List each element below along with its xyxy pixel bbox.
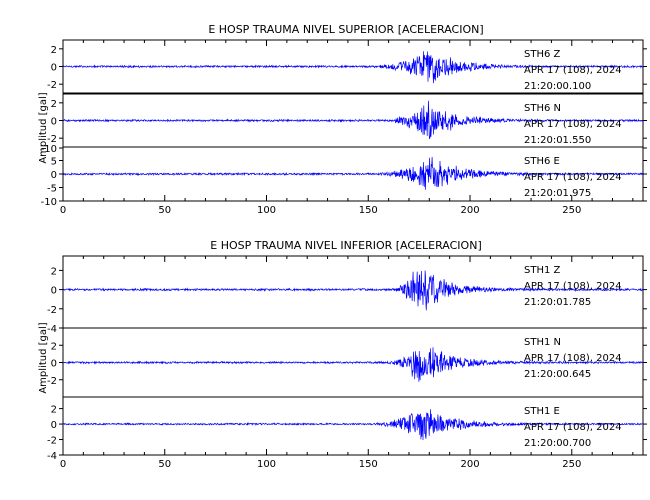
- y-tick-label: -2: [47, 80, 57, 91]
- time-label: 21:20:01.550: [524, 135, 591, 146]
- trace-frame: [62, 396, 644, 456]
- station-component-label: STH6 N: [524, 103, 561, 114]
- y-tick-label: 5: [51, 157, 57, 168]
- time-label: 21:20:00.645: [524, 369, 591, 380]
- y-tick-label: 0: [51, 420, 57, 431]
- x-tick-label: 200: [460, 459, 479, 470]
- panel-title-inferior: E HOSP TRAUMA NIVEL INFERIOR [ACELERACIO…: [210, 239, 481, 252]
- y-tick-label: -2: [47, 134, 57, 145]
- date-label: APR 17 (108), 2024: [524, 422, 622, 433]
- y-tick-label: -5: [47, 184, 57, 195]
- x-tick-label: 100: [257, 459, 276, 470]
- y-tick-label: 2: [51, 405, 57, 416]
- date-label: APR 17 (108), 2024: [524, 65, 622, 76]
- trace-panel-sth6-z: 2 0 -2 STH6 Z APR 17 (108), 2024 21:20:00.100: [47, 39, 647, 94]
- y-tick-label: -2: [47, 376, 57, 387]
- time-label: 21:20:01.975: [524, 188, 591, 199]
- y-tick-label: -2: [47, 305, 57, 316]
- panel-nivel-inferior: E HOSP TRAUMA NIVEL INFERIOR [ACELERACIO…: [38, 239, 647, 470]
- x-tick-label: 250: [562, 459, 581, 470]
- waveform-line: [62, 100, 644, 140]
- station-component-label: STH1 E: [524, 406, 560, 417]
- y-tick-label: -2: [47, 436, 57, 447]
- y-tick-label: -10: [41, 144, 57, 155]
- y-tick-label: -4: [47, 451, 57, 462]
- x-tick-label: 200: [460, 205, 479, 216]
- trace-panel-sth1-n: 2 0 -2 STH1 N APR 17 (108), 2024 21:20:00.645: [47, 327, 647, 398]
- station-component-label: STH6 Z: [524, 49, 561, 60]
- waveform-line: [62, 347, 644, 382]
- time-label: 21:20:00.100: [524, 81, 591, 92]
- panel-nivel-superior: E HOSP TRAUMA NIVEL SUPERIOR [ACELERACIO…: [38, 23, 647, 216]
- x-tick-label: 0: [60, 459, 66, 470]
- y-tick-label: 2: [51, 341, 57, 352]
- waveform-line: [62, 409, 644, 441]
- y-tick-label: 0: [51, 359, 57, 370]
- station-component-label: STH1 Z: [524, 265, 561, 276]
- y-axis-label-superior: Amplitud [gal]: [38, 92, 49, 163]
- waveform-line: [62, 156, 644, 190]
- time-label: 21:20:00.700: [524, 438, 591, 449]
- x-tick-label: 250: [562, 205, 581, 216]
- y-tick-label: 2: [51, 266, 57, 277]
- waveform-line: [62, 51, 644, 84]
- date-label: APR 17 (108), 2024: [524, 353, 622, 364]
- y-tick-label: 2: [51, 99, 57, 110]
- x-tick-label: 100: [257, 205, 276, 216]
- date-label: APR 17 (108), 2024: [524, 281, 622, 292]
- y-tick-label: 0: [51, 63, 57, 74]
- waveform-line: [62, 270, 644, 311]
- y-tick-label: 0: [51, 117, 57, 128]
- station-component-label: STH1 N: [524, 337, 561, 348]
- trace-panel-sth1-e: 2 0 -2 -4 STH1 E APR 17 (108), 2024 21:20:00.7…: [47, 396, 647, 462]
- station-component-label: STH6 E: [524, 156, 560, 167]
- y-tick-label: -10: [41, 197, 57, 208]
- y-tick-label: -4: [47, 324, 57, 335]
- x-tick-label: 50: [158, 205, 171, 216]
- y-tick-label: 0: [51, 286, 57, 297]
- y-tick-label: 2: [51, 45, 57, 56]
- panel-title-superior: E HOSP TRAUMA NIVEL SUPERIOR [ACELERACIO…: [208, 23, 483, 36]
- y-tick-label: 0: [51, 170, 57, 181]
- time-label: 21:20:01.785: [524, 297, 591, 308]
- trace-panel-sth1-z: 2 0 -2 -4 STH1 Z APR 17 (108), 2024 21:20:01.7…: [47, 255, 647, 335]
- trace-panel-sth6-e: -10 5 0 -5 -10 STH6 E APR 17 (108), 2024 21:20:…: [41, 144, 647, 208]
- y-axis-label-inferior: Amplitud [gal]: [38, 322, 49, 393]
- x-tick-label: 150: [359, 205, 378, 216]
- trace-panel-sth6-n: 2 0 -2 STH6 N APR 17 (108), 2024 21:20:01.550: [47, 93, 647, 148]
- x-tick-label: 50: [158, 459, 171, 470]
- date-label: APR 17 (108), 2024: [524, 119, 622, 130]
- x-tick-label: 0: [60, 205, 66, 216]
- date-label: APR 17 (108), 2024: [524, 172, 622, 183]
- x-tick-label: 150: [359, 459, 378, 470]
